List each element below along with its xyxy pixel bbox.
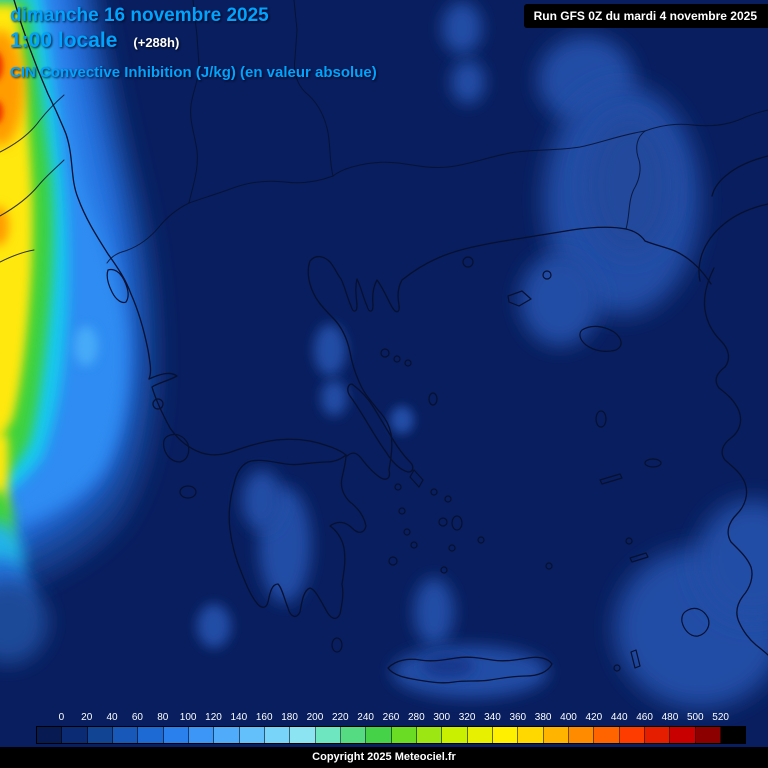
kefalonia	[163, 433, 190, 463]
cin-strong-area	[0, 0, 159, 664]
legend-cell	[315, 727, 341, 743]
lesbos	[579, 325, 622, 352]
legend-tick-label: 100	[179, 712, 197, 723]
marmara-south-shore	[698, 203, 768, 282]
kos	[629, 552, 649, 563]
legend-tick-label: 320	[458, 712, 476, 723]
legend-cell	[37, 727, 63, 743]
legend-cell	[138, 727, 164, 743]
legend-cell	[492, 727, 519, 743]
country-borders	[0, 0, 768, 264]
crete-coast	[387, 656, 553, 684]
legend-cell	[644, 727, 671, 743]
legend-tick-label: 0	[58, 712, 65, 723]
legend-tick-label: 340	[484, 712, 501, 723]
legend-tick-label: 60	[131, 712, 143, 723]
legend-cell	[594, 727, 620, 743]
legend-tick-label: 280	[408, 712, 425, 723]
zakynthos	[179, 485, 197, 499]
legend-cell	[670, 727, 696, 743]
legend-tick-label: 260	[382, 712, 400, 723]
legend-tick-label: 400	[560, 712, 577, 723]
marmara-north-shore	[711, 155, 768, 197]
legend-tick-labels: 0 20 40 60 80 100 120 140 160 180 200 220 240 260 280 3…	[36, 711, 746, 724]
legend-cell	[695, 727, 721, 743]
legend-cell	[264, 727, 291, 743]
legend-tick-label: 180	[281, 712, 298, 723]
legend-tick-label: 460	[636, 712, 653, 723]
legend-tick-label: 160	[255, 712, 273, 723]
legend-tick-label: 40	[106, 712, 118, 723]
legend-tick-label: 360	[509, 712, 527, 723]
run-info-box: Run GFS 0Z du mardi 4 novembre 2025	[523, 4, 768, 28]
legend-tick-label: 20	[81, 712, 93, 723]
legend-cell	[518, 727, 544, 743]
naxos	[451, 515, 463, 531]
samos	[644, 458, 662, 468]
forecast-hour-offset: (+288h)	[133, 35, 180, 50]
evia-coast	[347, 383, 414, 473]
legend-cell	[619, 727, 645, 743]
legend-cell	[720, 727, 746, 743]
legend-tick-label: 200	[306, 712, 324, 723]
copyright-bar: Copyright 2025 Meteociel.fr	[0, 747, 768, 768]
corfu	[106, 268, 129, 304]
weather-map	[0, 0, 768, 747]
legend-cell	[112, 727, 139, 743]
legend-tick-label: 520	[712, 712, 729, 723]
legend-tick-label: 420	[585, 712, 603, 723]
legend-cell	[416, 727, 443, 743]
skyros	[428, 392, 438, 406]
anatolia-west-coast	[703, 267, 768, 656]
legend-cell	[391, 727, 417, 743]
karpathos	[630, 649, 641, 669]
legend-cells	[36, 726, 746, 744]
legend-cell	[543, 727, 569, 743]
legend-tick-label: 80	[157, 712, 169, 723]
forecast-date: dimanche 16 novembre 2025	[10, 5, 269, 26]
legend-tick-label: 480	[661, 712, 679, 723]
legend-cell	[467, 727, 493, 743]
mainland-coast	[13, 0, 712, 480]
ikaria	[599, 473, 623, 485]
legend-cell	[366, 727, 392, 743]
copyright-text: Copyright 2025 Meteociel.fr	[312, 751, 456, 763]
forecast-time-row: 1:00 locale (+288h)	[10, 29, 377, 53]
legend-cell	[163, 727, 189, 743]
rhodes	[681, 607, 710, 637]
limnos	[507, 290, 532, 307]
run-info-text: Run GFS 0Z du mardi 4 novembre 2025	[533, 9, 757, 23]
legend-cell	[188, 727, 215, 743]
islands	[106, 256, 710, 672]
forecast-local-time: 1:00 locale	[10, 29, 118, 52]
legend-cell	[442, 727, 468, 743]
map-header: dimanche 16 novembre 2025 1:00 locale (+…	[10, 5, 377, 81]
cin-low-patches	[197, 2, 768, 708]
legend-tick-label: 120	[205, 712, 222, 723]
coastlines	[13, 0, 768, 684]
andros	[409, 469, 424, 488]
legend-tick-label: 140	[230, 712, 248, 723]
legend-tick-label: 380	[534, 712, 552, 723]
legend-cell	[87, 727, 113, 743]
chios	[595, 410, 607, 428]
legend-tick-label: 300	[433, 712, 451, 723]
legend-cell	[340, 727, 367, 743]
legend-tick-label: 240	[357, 712, 374, 723]
legend-cell	[568, 727, 595, 743]
legend-tick-label: 220	[331, 712, 349, 723]
legend-tick-label: 440	[610, 712, 628, 723]
legend-cell	[290, 727, 316, 743]
legend-tick-label: 500	[686, 712, 704, 723]
lefkada	[152, 398, 164, 410]
legend-cell	[214, 727, 240, 743]
kythira	[331, 637, 343, 653]
legend-cell	[239, 727, 265, 743]
parameter-label: CIN Convective Inhibition (J/kg) (en val…	[10, 64, 377, 81]
peloponnese-coast	[228, 454, 367, 619]
legend-cell	[62, 727, 88, 743]
color-scale-legend: 0 20 40 60 80 100 120 140 160 180 200 220 240 260 280 3…	[36, 711, 746, 744]
